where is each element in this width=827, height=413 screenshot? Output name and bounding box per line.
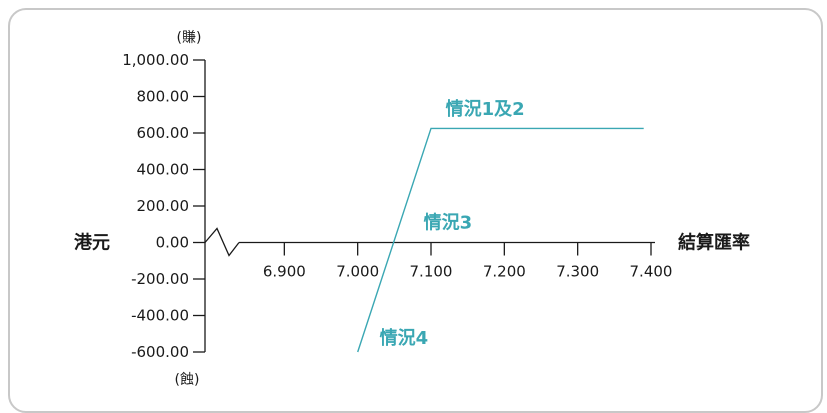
x-tick-label: 7.000	[336, 263, 379, 281]
y-unit-bottom: (蝕)	[175, 371, 200, 388]
series-annotation: 情況3	[424, 211, 473, 233]
x-tick-label: 6.900	[263, 263, 306, 281]
x-ticks: 6.900 7.000 7.100 7.200 7.300 7.400	[263, 242, 673, 281]
y-tick-label: -400.00	[131, 307, 189, 325]
x-tick-label: 7.100	[410, 263, 453, 281]
y-tick-label: -200.00	[131, 270, 189, 288]
payoff-line	[357, 127, 644, 353]
y-tick-label: 400.00	[137, 161, 190, 179]
labels: (賺) (蝕) 港元 結算匯率	[74, 30, 750, 388]
axes	[204, 60, 655, 352]
y-tick-label: 200.00	[137, 197, 190, 215]
y-tick-label: -600.00	[131, 343, 189, 361]
y-tick-label: 0.00	[156, 234, 189, 252]
series-annotation: 情況4	[380, 327, 429, 349]
y-axis-title: 港元	[74, 233, 110, 254]
annotations: 情況1及2 情況3 情況4	[380, 98, 525, 349]
chart-frame	[8, 8, 823, 413]
axis-break-mark	[204, 227, 240, 257]
y-tick-label: 600.00	[137, 124, 190, 142]
x-axis-title: 結算匯率	[678, 232, 750, 254]
x-tick-label: 7.200	[483, 263, 526, 281]
y-tick-label: 1,000.00	[122, 51, 189, 69]
y-tick-label: 800.00	[137, 88, 190, 106]
x-tick-label: 7.300	[556, 263, 599, 281]
y-ticks: 1,000.00 800.00 600.00 400.00 200.00 0.00 -200…	[122, 51, 205, 361]
x-tick-label: 7.400	[630, 263, 673, 281]
payoff-chart: 1,000.00 800.00 600.00 400.00 200.00 0.00 -200…	[74, 30, 750, 388]
series-lines	[357, 127, 644, 353]
y-unit-top: (賺)	[177, 30, 202, 46]
series-annotation: 情況1及2	[446, 98, 525, 120]
